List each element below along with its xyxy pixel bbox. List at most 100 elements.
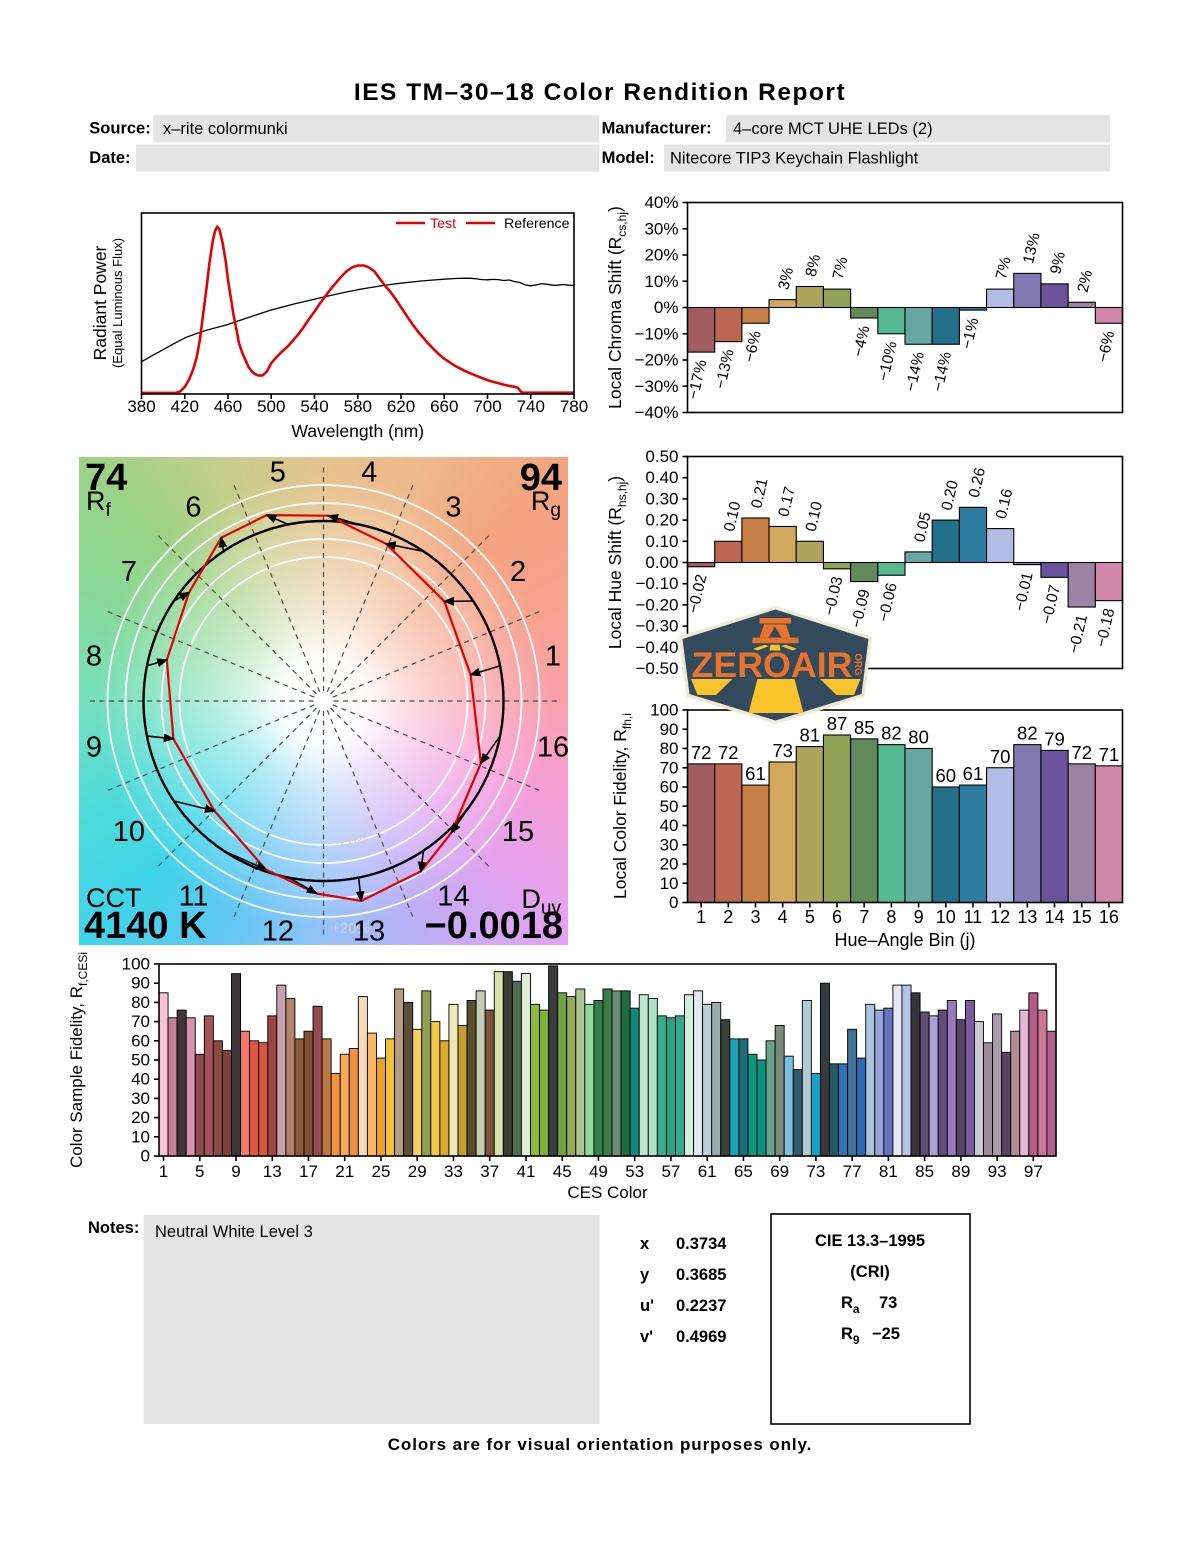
svg-text:Radiant Power: Radiant Power xyxy=(90,245,110,360)
svg-text:Nitecore TIP3 Keychain Flashli: Nitecore TIP3 Keychain Flashlight xyxy=(670,149,919,167)
svg-text:2%: 2% xyxy=(1075,268,1097,294)
svg-text:0%: 0% xyxy=(654,298,679,317)
svg-text:69: 69 xyxy=(770,1162,789,1181)
svg-text:7: 7 xyxy=(859,907,869,927)
svg-text:94: 94 xyxy=(520,457,562,499)
svg-text:12: 12 xyxy=(990,907,1010,927)
svg-text:70: 70 xyxy=(131,1012,150,1031)
svg-text:−0.0018: −0.0018 xyxy=(425,905,563,947)
svg-text:57: 57 xyxy=(661,1162,680,1181)
svg-text:72: 72 xyxy=(691,742,712,763)
svg-text:v': v' xyxy=(640,1328,653,1346)
svg-text:9%: 9% xyxy=(1047,250,1069,276)
svg-text:7: 7 xyxy=(121,556,137,588)
svg-text:0.16: 0.16 xyxy=(993,487,1016,520)
svg-text:85: 85 xyxy=(915,1162,934,1181)
svg-text:0.2237: 0.2237 xyxy=(676,1297,726,1315)
svg-text:89: 89 xyxy=(951,1162,970,1181)
svg-text:−10%: −10% xyxy=(875,340,901,383)
svg-text:79: 79 xyxy=(1044,728,1065,749)
svg-text:30: 30 xyxy=(131,1089,150,1108)
svg-text:61: 61 xyxy=(963,763,984,784)
svg-text:0: 0 xyxy=(141,1147,150,1166)
svg-text:−0.40: −0.40 xyxy=(635,638,678,657)
svg-text:2: 2 xyxy=(723,907,733,927)
svg-text:IES TM–30–18 Color Rendition R: IES TM–30–18 Color Rendition Report xyxy=(354,79,846,106)
svg-text:11: 11 xyxy=(178,881,208,913)
svg-text:Colors are for visual orientat: Colors are for visual orientation purpos… xyxy=(388,1435,813,1454)
svg-text:Wavelength (nm): Wavelength (nm) xyxy=(291,421,424,441)
svg-text:1: 1 xyxy=(545,640,561,672)
svg-text:−40%: −40% xyxy=(635,403,679,422)
svg-text:620: 620 xyxy=(387,397,415,416)
svg-text:4: 4 xyxy=(361,456,377,488)
svg-text:0: 0 xyxy=(669,893,678,912)
svg-text:10%: 10% xyxy=(644,272,678,291)
svg-text:20: 20 xyxy=(660,855,679,874)
svg-text:20%: 20% xyxy=(644,246,678,265)
svg-text:0.20: 0.20 xyxy=(939,478,962,512)
svg-text:16: 16 xyxy=(1099,907,1119,927)
svg-text:2: 2 xyxy=(510,556,526,588)
svg-text:Color Sample Fidelity, Rf,CESi: Color Sample Fidelity, Rf,CESi xyxy=(67,952,90,1168)
svg-text:−14%: −14% xyxy=(902,350,928,393)
svg-text:−0.20: −0.20 xyxy=(635,595,678,614)
svg-text:−0.30: −0.30 xyxy=(635,617,678,636)
svg-text:13: 13 xyxy=(263,1162,282,1181)
svg-text:0.00: 0.00 xyxy=(645,553,678,572)
svg-text:14: 14 xyxy=(1045,907,1065,927)
svg-text:8: 8 xyxy=(886,907,896,927)
svg-text:−0.06: −0.06 xyxy=(875,581,900,623)
svg-text:460: 460 xyxy=(214,397,242,416)
svg-text:780: 780 xyxy=(560,397,588,416)
svg-text:30%: 30% xyxy=(644,219,678,238)
svg-text:1: 1 xyxy=(159,1162,168,1181)
svg-text:49: 49 xyxy=(589,1162,608,1181)
svg-text:73: 73 xyxy=(772,740,793,761)
svg-text:85: 85 xyxy=(854,717,875,738)
svg-text:x–rite colormunki: x–rite colormunki xyxy=(163,120,288,138)
svg-text:700: 700 xyxy=(473,397,501,416)
svg-text:ZEROAIR: ZEROAIR xyxy=(692,646,853,685)
svg-text:−17%: −17% xyxy=(685,358,711,401)
svg-text:CES Color: CES Color xyxy=(567,1183,648,1202)
svg-text:50: 50 xyxy=(660,797,679,816)
svg-text:+20%: +20% xyxy=(331,920,370,937)
svg-text:CIE 13.3–1995: CIE 13.3–1995 xyxy=(815,1232,925,1250)
svg-text:70: 70 xyxy=(660,758,679,777)
svg-text:−0.18: −0.18 xyxy=(1093,607,1118,649)
svg-text:660: 660 xyxy=(430,397,458,416)
svg-text:−0.21: −0.21 xyxy=(1066,613,1091,655)
svg-text:77: 77 xyxy=(843,1162,862,1181)
svg-text:8: 8 xyxy=(86,640,102,672)
svg-text:Test: Test xyxy=(430,216,456,232)
svg-text:21: 21 xyxy=(335,1162,354,1181)
svg-text:73: 73 xyxy=(879,1294,897,1312)
svg-text:0.4969: 0.4969 xyxy=(676,1328,726,1346)
svg-text:Manufacturer:: Manufacturer: xyxy=(602,120,712,138)
svg-text:1: 1 xyxy=(696,907,706,927)
svg-text:50: 50 xyxy=(131,1051,150,1070)
svg-text:0.20: 0.20 xyxy=(645,511,678,530)
svg-text:13%: 13% xyxy=(1020,231,1044,265)
svg-text:540: 540 xyxy=(300,397,328,416)
svg-text:380: 380 xyxy=(127,397,155,416)
svg-text:−13%: −13% xyxy=(712,347,738,390)
svg-text:61: 61 xyxy=(745,763,766,784)
svg-text:0.05: 0.05 xyxy=(911,511,934,544)
svg-text:−20%: −20% xyxy=(331,832,370,849)
svg-text:80: 80 xyxy=(660,739,679,758)
svg-text:−0.07: −0.07 xyxy=(1039,583,1064,625)
svg-text:500: 500 xyxy=(257,397,285,416)
svg-text:Source:: Source: xyxy=(89,120,150,138)
svg-text:5: 5 xyxy=(195,1162,204,1181)
svg-text:3: 3 xyxy=(750,907,760,927)
svg-text:−1%: −1% xyxy=(959,316,983,351)
svg-text:Hue–Angle Bin (j): Hue–Angle Bin (j) xyxy=(834,930,975,950)
svg-text:8%: 8% xyxy=(803,253,825,279)
svg-text:10: 10 xyxy=(936,907,956,927)
svg-text:41: 41 xyxy=(516,1162,535,1181)
svg-text:15: 15 xyxy=(1072,907,1092,927)
svg-text:81: 81 xyxy=(800,725,821,746)
svg-text:37: 37 xyxy=(480,1162,499,1181)
